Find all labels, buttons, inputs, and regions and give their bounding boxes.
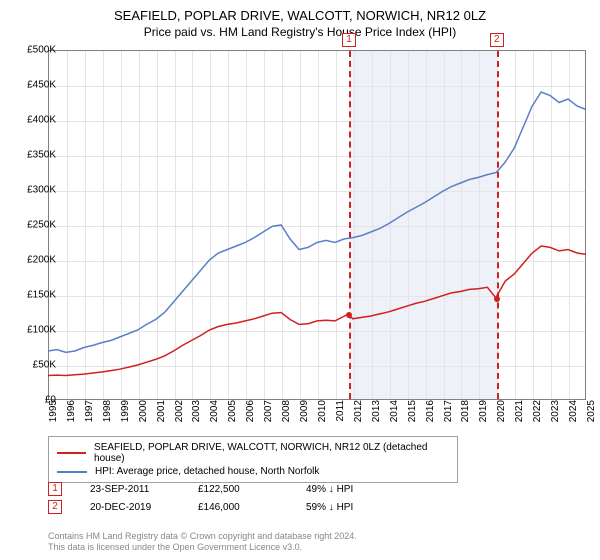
- x-axis-tick: 1998: [102, 400, 108, 422]
- x-axis-tick: 2015: [407, 400, 413, 422]
- x-axis-tick: 2005: [227, 400, 233, 422]
- x-axis-tick: 2001: [156, 400, 162, 422]
- legend-row: HPI: Average price, detached house, Nort…: [57, 465, 449, 478]
- x-axis-tick: 1997: [84, 400, 90, 422]
- x-axis-tick: 2020: [496, 400, 502, 422]
- x-axis-tick: 2008: [281, 400, 287, 422]
- x-axis-tick: 2006: [245, 400, 251, 422]
- legend-swatch: [57, 452, 86, 454]
- x-axis-tick: 2021: [514, 400, 520, 422]
- x-axis-tick: 2002: [174, 400, 180, 422]
- y-axis-tick: £0: [6, 395, 56, 406]
- y-axis-tick: £500K: [6, 45, 56, 56]
- x-axis-tick: 2019: [478, 400, 484, 422]
- y-axis-tick: £150K: [6, 290, 56, 301]
- x-axis-tick: 2011: [335, 400, 341, 422]
- x-axis-tick: 1996: [66, 400, 72, 422]
- event-date: 23-SEP-2011: [90, 484, 170, 495]
- event-table: 1 23-SEP-2011 £122,500 49% ↓ HPI 2 20-DEC-201…: [48, 480, 386, 516]
- event-number-box: 2: [48, 500, 62, 514]
- x-axis-tick: 2017: [443, 400, 449, 422]
- y-axis-tick: £250K: [6, 220, 56, 231]
- y-axis-tick: £200K: [6, 255, 56, 266]
- x-axis-tick: 2012: [353, 400, 359, 422]
- x-axis-tick: 2024: [568, 400, 574, 422]
- legend-label: HPI: Average price, detached house, Nort…: [95, 466, 319, 477]
- legend-swatch: [57, 471, 87, 473]
- property-line-series: [48, 246, 586, 376]
- x-axis-tick: 2022: [532, 400, 538, 422]
- y-axis-tick: £100K: [6, 325, 56, 336]
- y-axis-tick: £450K: [6, 80, 56, 91]
- x-axis-tick: 2000: [138, 400, 144, 422]
- title-block: SEAFIELD, POPLAR DRIVE, WALCOTT, NORWICH…: [0, 0, 600, 43]
- event-table-row: 2 20-DEC-2019 £146,000 59% ↓ HPI: [48, 498, 386, 516]
- chart-title: SEAFIELD, POPLAR DRIVE, WALCOTT, NORWICH…: [0, 8, 600, 23]
- x-axis-tick: 2018: [460, 400, 466, 422]
- event-table-row: 1 23-SEP-2011 £122,500 49% ↓ HPI: [48, 480, 386, 498]
- footer-line: This data is licensed under the Open Gov…: [48, 542, 357, 554]
- x-axis-tick: 2004: [209, 400, 215, 422]
- y-axis-tick: £300K: [6, 185, 56, 196]
- event-date: 20-DEC-2019: [90, 502, 170, 513]
- event-marker-label: 2: [490, 33, 504, 47]
- event-marker-label: 1: [342, 33, 356, 47]
- legend-row: SEAFIELD, POPLAR DRIVE, WALCOTT, NORWICH…: [57, 441, 449, 465]
- y-axis-tick: £350K: [6, 150, 56, 161]
- x-axis-tick: 2016: [425, 400, 431, 422]
- footer-line: Contains HM Land Registry data © Crown c…: [48, 531, 357, 543]
- x-axis-tick: 2003: [191, 400, 197, 422]
- legend-box: SEAFIELD, POPLAR DRIVE, WALCOTT, NORWICH…: [48, 436, 458, 483]
- y-axis-tick: £400K: [6, 115, 56, 126]
- x-axis-tick: 2007: [263, 400, 269, 422]
- footer-attribution: Contains HM Land Registry data © Crown c…: [48, 531, 357, 554]
- x-axis-tick: 2014: [389, 400, 395, 422]
- event-number-box: 1: [48, 482, 62, 496]
- line-series-svg: [48, 50, 586, 400]
- x-axis-tick: 1999: [120, 400, 126, 422]
- event-delta: 49% ↓ HPI: [306, 484, 386, 495]
- chart-container: SEAFIELD, POPLAR DRIVE, WALCOTT, NORWICH…: [0, 0, 600, 560]
- x-axis-tick: 2013: [371, 400, 377, 422]
- event-price: £146,000: [198, 502, 278, 513]
- legend-label: SEAFIELD, POPLAR DRIVE, WALCOTT, NORWICH…: [94, 442, 449, 464]
- x-axis-tick: 2025: [586, 400, 592, 422]
- x-axis-tick: 2009: [299, 400, 305, 422]
- x-axis-tick: 2010: [317, 400, 323, 422]
- event-delta: 59% ↓ HPI: [306, 502, 386, 513]
- event-price: £122,500: [198, 484, 278, 495]
- y-axis-tick: £50K: [6, 360, 56, 371]
- hpi-line-series: [48, 92, 586, 352]
- x-axis-tick: 2023: [550, 400, 556, 422]
- chart-area: 12 1995199619971998199920002001200220032…: [48, 50, 586, 400]
- chart-subtitle: Price paid vs. HM Land Registry's House …: [0, 25, 600, 39]
